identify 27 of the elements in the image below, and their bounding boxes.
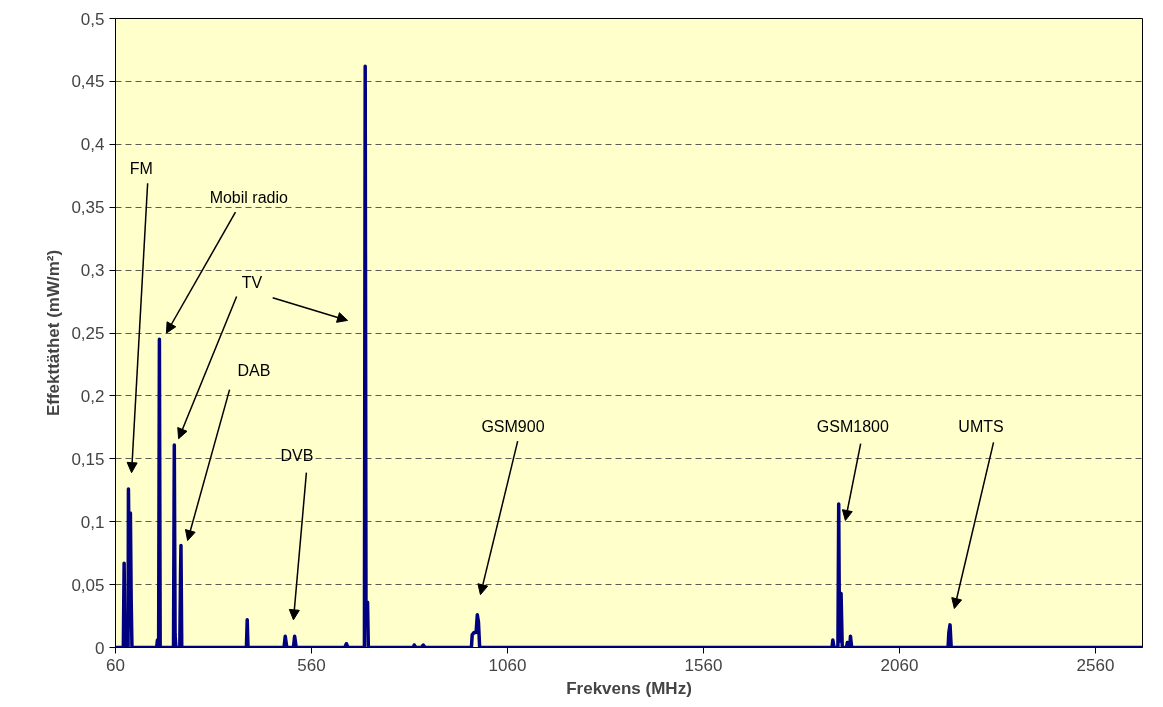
annotation: UMTS (958, 417, 1004, 435)
y-tick-label: 0,45 (71, 72, 105, 92)
annotation: Mobil radio (209, 188, 289, 206)
annotation: GSM900 (481, 417, 545, 435)
annotation: FM (129, 159, 153, 177)
y-tick-label: 0,35 (71, 198, 105, 218)
x-tick-label: 2560 (1076, 655, 1115, 675)
y-tick-label: 0,2 (80, 386, 105, 406)
y-tick-label: 0,05 (71, 575, 105, 595)
annotation: TV (241, 274, 263, 292)
x-tick-label: 60 (106, 655, 125, 675)
x-tick-label: 560 (297, 655, 326, 675)
y-tick-label: 0,15 (71, 449, 105, 469)
annotation: DVB (280, 446, 314, 464)
y-axis-title: Effekttäthet (mW/m²) (44, 249, 64, 417)
y-tick-label: 0,3 (80, 261, 105, 281)
y-tick-label: 0 (95, 638, 105, 658)
y-tick-label: 0,5 (80, 9, 105, 29)
annotation: GSM1800 (816, 417, 889, 435)
x-tick-label: 1560 (684, 655, 723, 675)
x-tick-label: 1060 (488, 655, 527, 675)
y-tick-label: 0,25 (71, 324, 105, 343)
x-tick-label: 2060 (880, 655, 919, 675)
y-tick-label: 0,4 (80, 135, 105, 155)
annotation: DAB (237, 362, 271, 380)
x-axis-title: Frekvens (MHz) (566, 678, 692, 698)
y-tick-label: 0,1 (80, 512, 105, 532)
